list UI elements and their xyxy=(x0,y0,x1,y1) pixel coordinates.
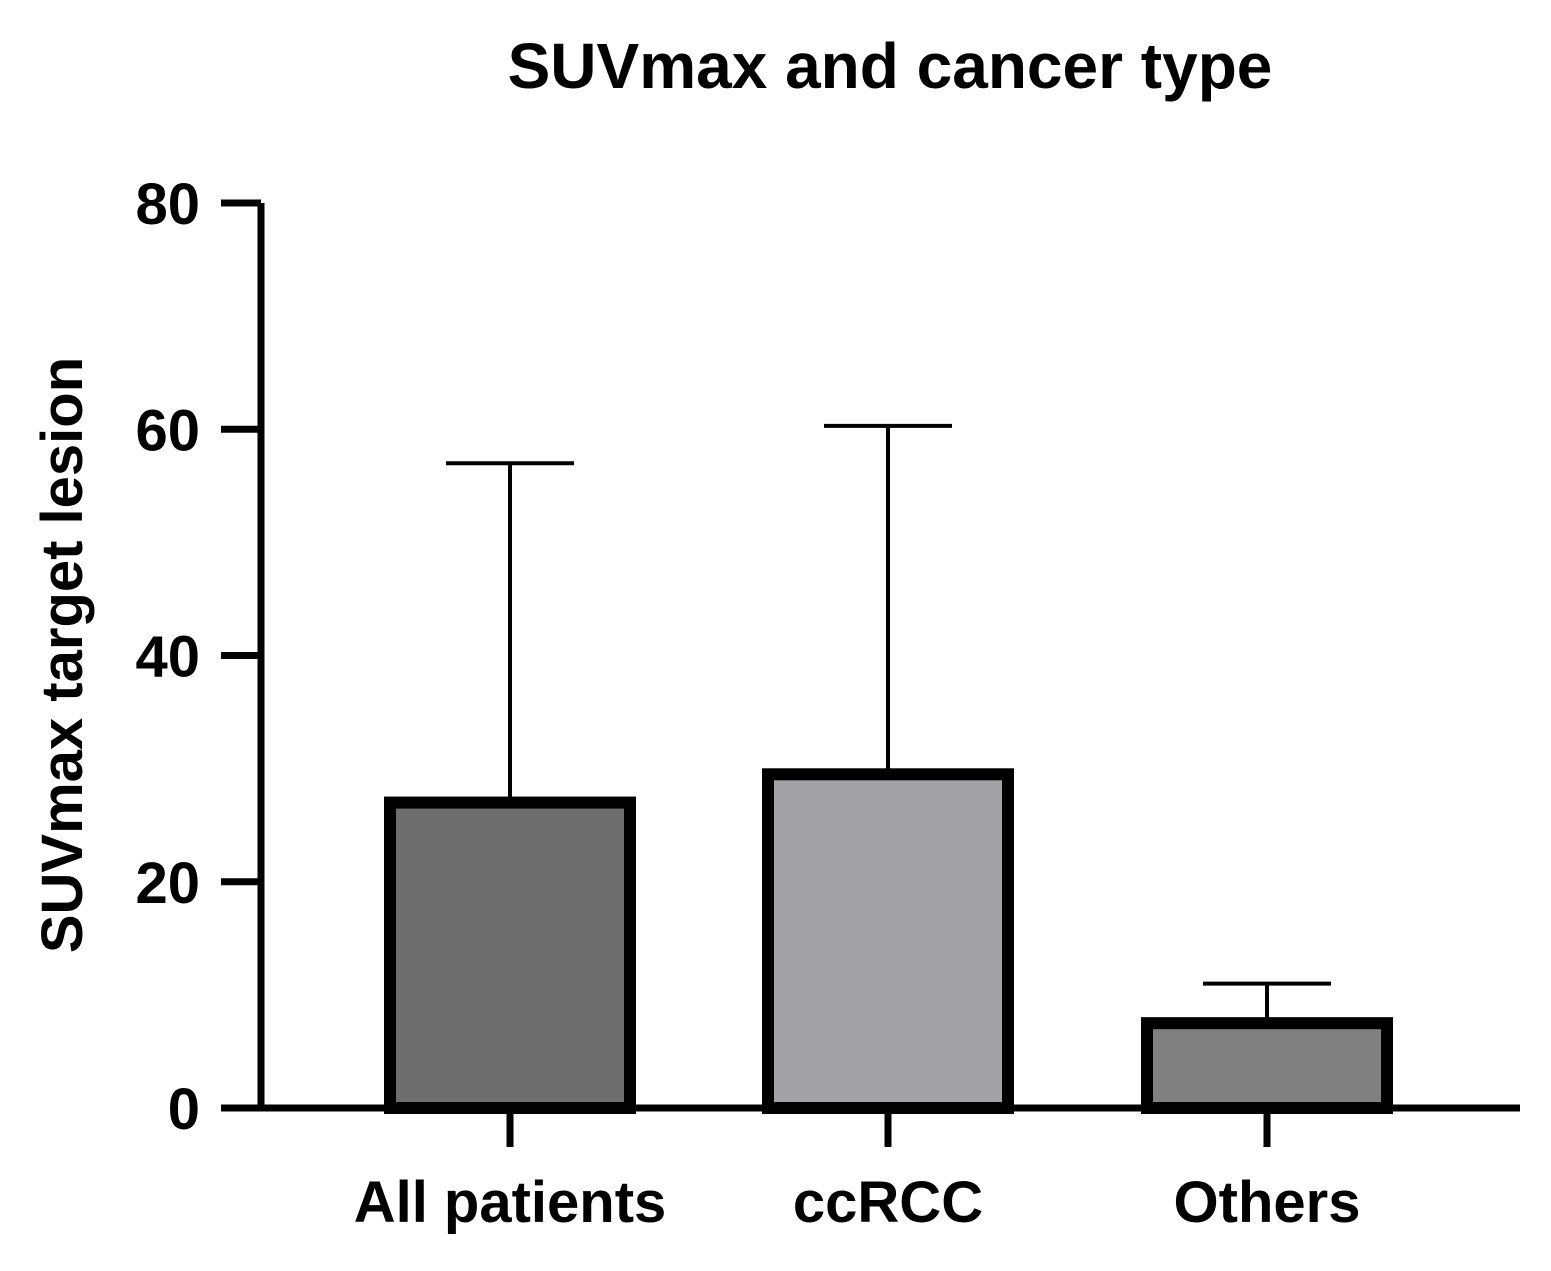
y-tick-label: 40 xyxy=(135,625,200,690)
x-tick-label: ccRCC xyxy=(793,1170,983,1235)
y-axis-title: SUVmax target lesion xyxy=(30,357,95,953)
y-tick-label: 80 xyxy=(135,172,200,237)
x-tick-label: All patients xyxy=(354,1170,667,1235)
chart-title: SUVmax and cancer type xyxy=(508,30,1273,102)
bar xyxy=(762,768,1014,1114)
y-tick-label: 0 xyxy=(168,1077,200,1142)
bar xyxy=(384,796,636,1114)
y-tick-label: 20 xyxy=(135,851,200,916)
x-tick-label: Others xyxy=(1174,1170,1361,1235)
bar xyxy=(1141,1017,1393,1114)
y-tick-label: 60 xyxy=(135,398,200,463)
plot-area: 0 20 40 60 80 All patients ccRCC Others xyxy=(135,172,1520,1235)
